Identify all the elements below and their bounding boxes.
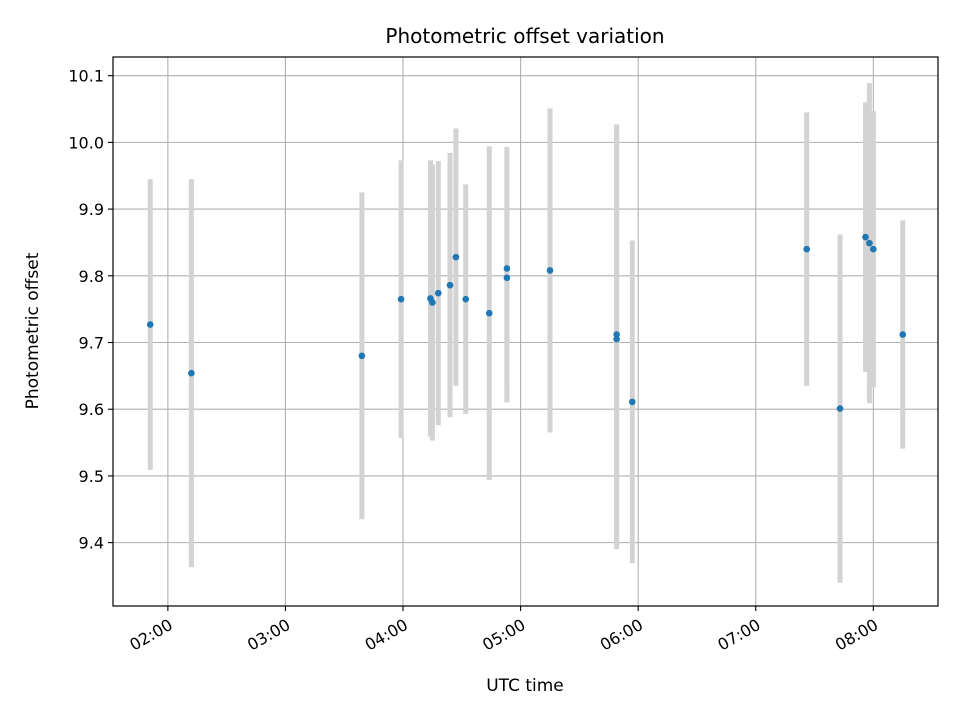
y-tick-label: 9.7 [79, 334, 104, 353]
data-point [397, 295, 405, 303]
y-tick-label: 10.1 [68, 67, 104, 86]
y-axis-title: Photometric offset [23, 252, 43, 409]
data-point [462, 295, 470, 303]
data-point [485, 309, 493, 317]
data-points [146, 233, 907, 412]
y-tick-label: 9.9 [79, 200, 104, 219]
data-point [503, 265, 511, 272]
data-point [452, 253, 460, 261]
data-point [866, 239, 873, 247]
data-point [503, 274, 511, 282]
y-tick-label: 9.4 [79, 534, 104, 553]
data-point [146, 321, 154, 328]
data-point [899, 331, 907, 338]
data-point [628, 398, 636, 406]
data-point [613, 331, 620, 338]
data-point [862, 233, 869, 241]
data-point [358, 352, 366, 360]
data-point [870, 245, 877, 253]
y-tick-label: 10.0 [68, 133, 104, 152]
y-tick-label: 9.8 [79, 267, 104, 286]
x-axis-title: UTC time [486, 676, 564, 696]
plot-frame [112, 56, 939, 607]
data-point [188, 369, 195, 377]
data-point [836, 405, 844, 412]
y-tick-label: 9.6 [79, 400, 104, 419]
data-point [613, 335, 620, 343]
data-point [546, 267, 554, 274]
y-tick-label: 9.5 [79, 467, 104, 486]
chart-title: Photometric offset variation [385, 24, 664, 48]
data-point [803, 245, 811, 253]
y-axis: 9.4 9.5 9.6 9.7 9.8 9.9 10.0 10.1 [68, 67, 113, 553]
data-point [434, 289, 442, 297]
grid [113, 57, 938, 606]
data-point [446, 281, 454, 289]
data-point [429, 299, 436, 306]
